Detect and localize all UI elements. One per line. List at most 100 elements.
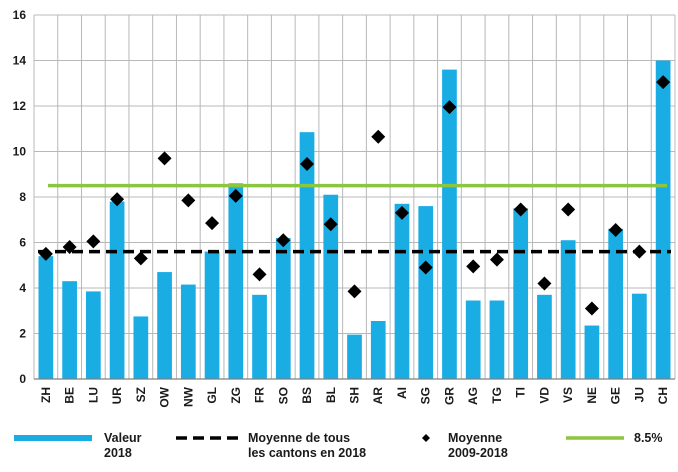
marker-so bbox=[276, 233, 291, 248]
marker-lu bbox=[86, 234, 101, 249]
marker-ti bbox=[513, 202, 528, 217]
marker-gr bbox=[442, 100, 457, 115]
bar-zh bbox=[38, 256, 54, 379]
marker-ow bbox=[157, 151, 172, 166]
x-tick-label: NW bbox=[181, 386, 195, 407]
grid bbox=[33, 14, 676, 380]
y-tick-label: 8 bbox=[19, 190, 26, 204]
x-tick-label: BS bbox=[300, 387, 314, 404]
bar-ow bbox=[157, 272, 172, 379]
bar-ju bbox=[632, 293, 647, 379]
legend-label: 2018 bbox=[104, 446, 132, 460]
bar-ar bbox=[370, 320, 386, 379]
marker-bl bbox=[323, 217, 338, 232]
x-tick-label: BE bbox=[63, 387, 77, 404]
legend-item: 8.5% bbox=[566, 431, 663, 445]
legend-label: 2009-2018 bbox=[448, 446, 508, 460]
y-tick-label: 6 bbox=[19, 236, 26, 250]
x-tick-label: AI bbox=[395, 387, 409, 399]
reference-lines bbox=[38, 183, 671, 254]
x-tick-label: UR bbox=[110, 387, 124, 405]
x-tick-label: VD bbox=[537, 387, 551, 404]
bar-ti bbox=[513, 208, 529, 379]
bar-zg bbox=[228, 183, 244, 379]
x-tick-label: OW bbox=[158, 386, 172, 407]
x-tick-label: SO bbox=[276, 387, 290, 404]
legend-swatch-diamond bbox=[422, 434, 430, 442]
x-tick-label: TI bbox=[514, 387, 528, 398]
bar-gl bbox=[204, 251, 220, 379]
x-tick-label: JU bbox=[632, 387, 646, 402]
axes: 0 2 4 6 8 10 12 14 16 ZH BE LU UR SZ OW NW GL ZG FR SO BS BL S… bbox=[13, 8, 675, 408]
marker-zh bbox=[38, 246, 53, 261]
marker-vd bbox=[537, 276, 552, 291]
bar-be bbox=[62, 281, 77, 379]
x-tick-label: GL bbox=[205, 387, 219, 404]
y-tick-label: 0 bbox=[19, 372, 26, 386]
y-tick-label: 4 bbox=[19, 281, 26, 295]
x-tick-label: ZG bbox=[229, 387, 243, 404]
x-tick-label: LU bbox=[86, 387, 100, 403]
x-tick-label: AG bbox=[466, 387, 480, 405]
x-tick-label: CH bbox=[656, 387, 670, 404]
y-tick-label: 10 bbox=[13, 145, 27, 159]
marker-sg bbox=[418, 260, 433, 275]
x-tick-label: SH bbox=[348, 387, 362, 404]
marker-ge bbox=[608, 222, 623, 237]
bar-ai bbox=[394, 203, 410, 379]
bar-sz bbox=[133, 316, 149, 379]
bar-vd bbox=[537, 294, 552, 379]
marker-tg bbox=[489, 252, 504, 267]
bar-so bbox=[275, 237, 291, 379]
marker-ar bbox=[371, 129, 386, 144]
bar-ge bbox=[608, 228, 624, 379]
marker-ne bbox=[584, 301, 599, 316]
x-tick-label: TG bbox=[490, 387, 504, 404]
marker-vs bbox=[561, 202, 576, 217]
bar-ch bbox=[655, 60, 671, 379]
legend-label: Moyenne bbox=[448, 431, 502, 445]
y-tick-label: 12 bbox=[13, 99, 27, 113]
marker-ch bbox=[656, 75, 671, 90]
marker-bs bbox=[300, 157, 315, 172]
marker-fr bbox=[252, 267, 267, 282]
y-tick-label: 2 bbox=[19, 327, 26, 341]
bar-tg bbox=[489, 300, 505, 379]
x-tick-label: ZH bbox=[39, 387, 53, 403]
legend-label: Moyenne de tous bbox=[248, 431, 350, 445]
marker-sz bbox=[133, 251, 148, 266]
marker-sh bbox=[347, 284, 362, 299]
bar-sh bbox=[347, 334, 362, 379]
bar-nw bbox=[180, 284, 196, 379]
bar-bs bbox=[299, 132, 315, 379]
x-tick-label: BL bbox=[324, 387, 338, 403]
bar-vs bbox=[560, 240, 576, 379]
bar-ag bbox=[465, 300, 481, 379]
marker-ur bbox=[110, 192, 125, 207]
x-tick-label: AR bbox=[371, 387, 385, 405]
legend-label: 8.5% bbox=[634, 431, 663, 445]
legend-label: Valeur bbox=[104, 431, 142, 445]
y-tick-label: 16 bbox=[13, 8, 27, 22]
x-tick-label: GE bbox=[609, 387, 623, 404]
bar-ne bbox=[584, 325, 600, 379]
marker-gl bbox=[205, 216, 220, 231]
marker-ai bbox=[394, 205, 409, 220]
bar-gr bbox=[442, 69, 457, 379]
marker-be bbox=[62, 240, 77, 255]
marker-nw bbox=[181, 193, 196, 208]
bar-sg bbox=[418, 206, 434, 379]
x-tick-label: NE bbox=[585, 387, 599, 404]
bar-fr bbox=[252, 294, 267, 379]
legend-label: les cantons en 2018 bbox=[248, 446, 366, 460]
marker-series bbox=[38, 75, 671, 316]
bar-bl bbox=[323, 194, 339, 379]
x-tick-label: SZ bbox=[134, 387, 148, 402]
x-tick-label: FR bbox=[253, 387, 267, 403]
marker-ag bbox=[466, 259, 481, 274]
